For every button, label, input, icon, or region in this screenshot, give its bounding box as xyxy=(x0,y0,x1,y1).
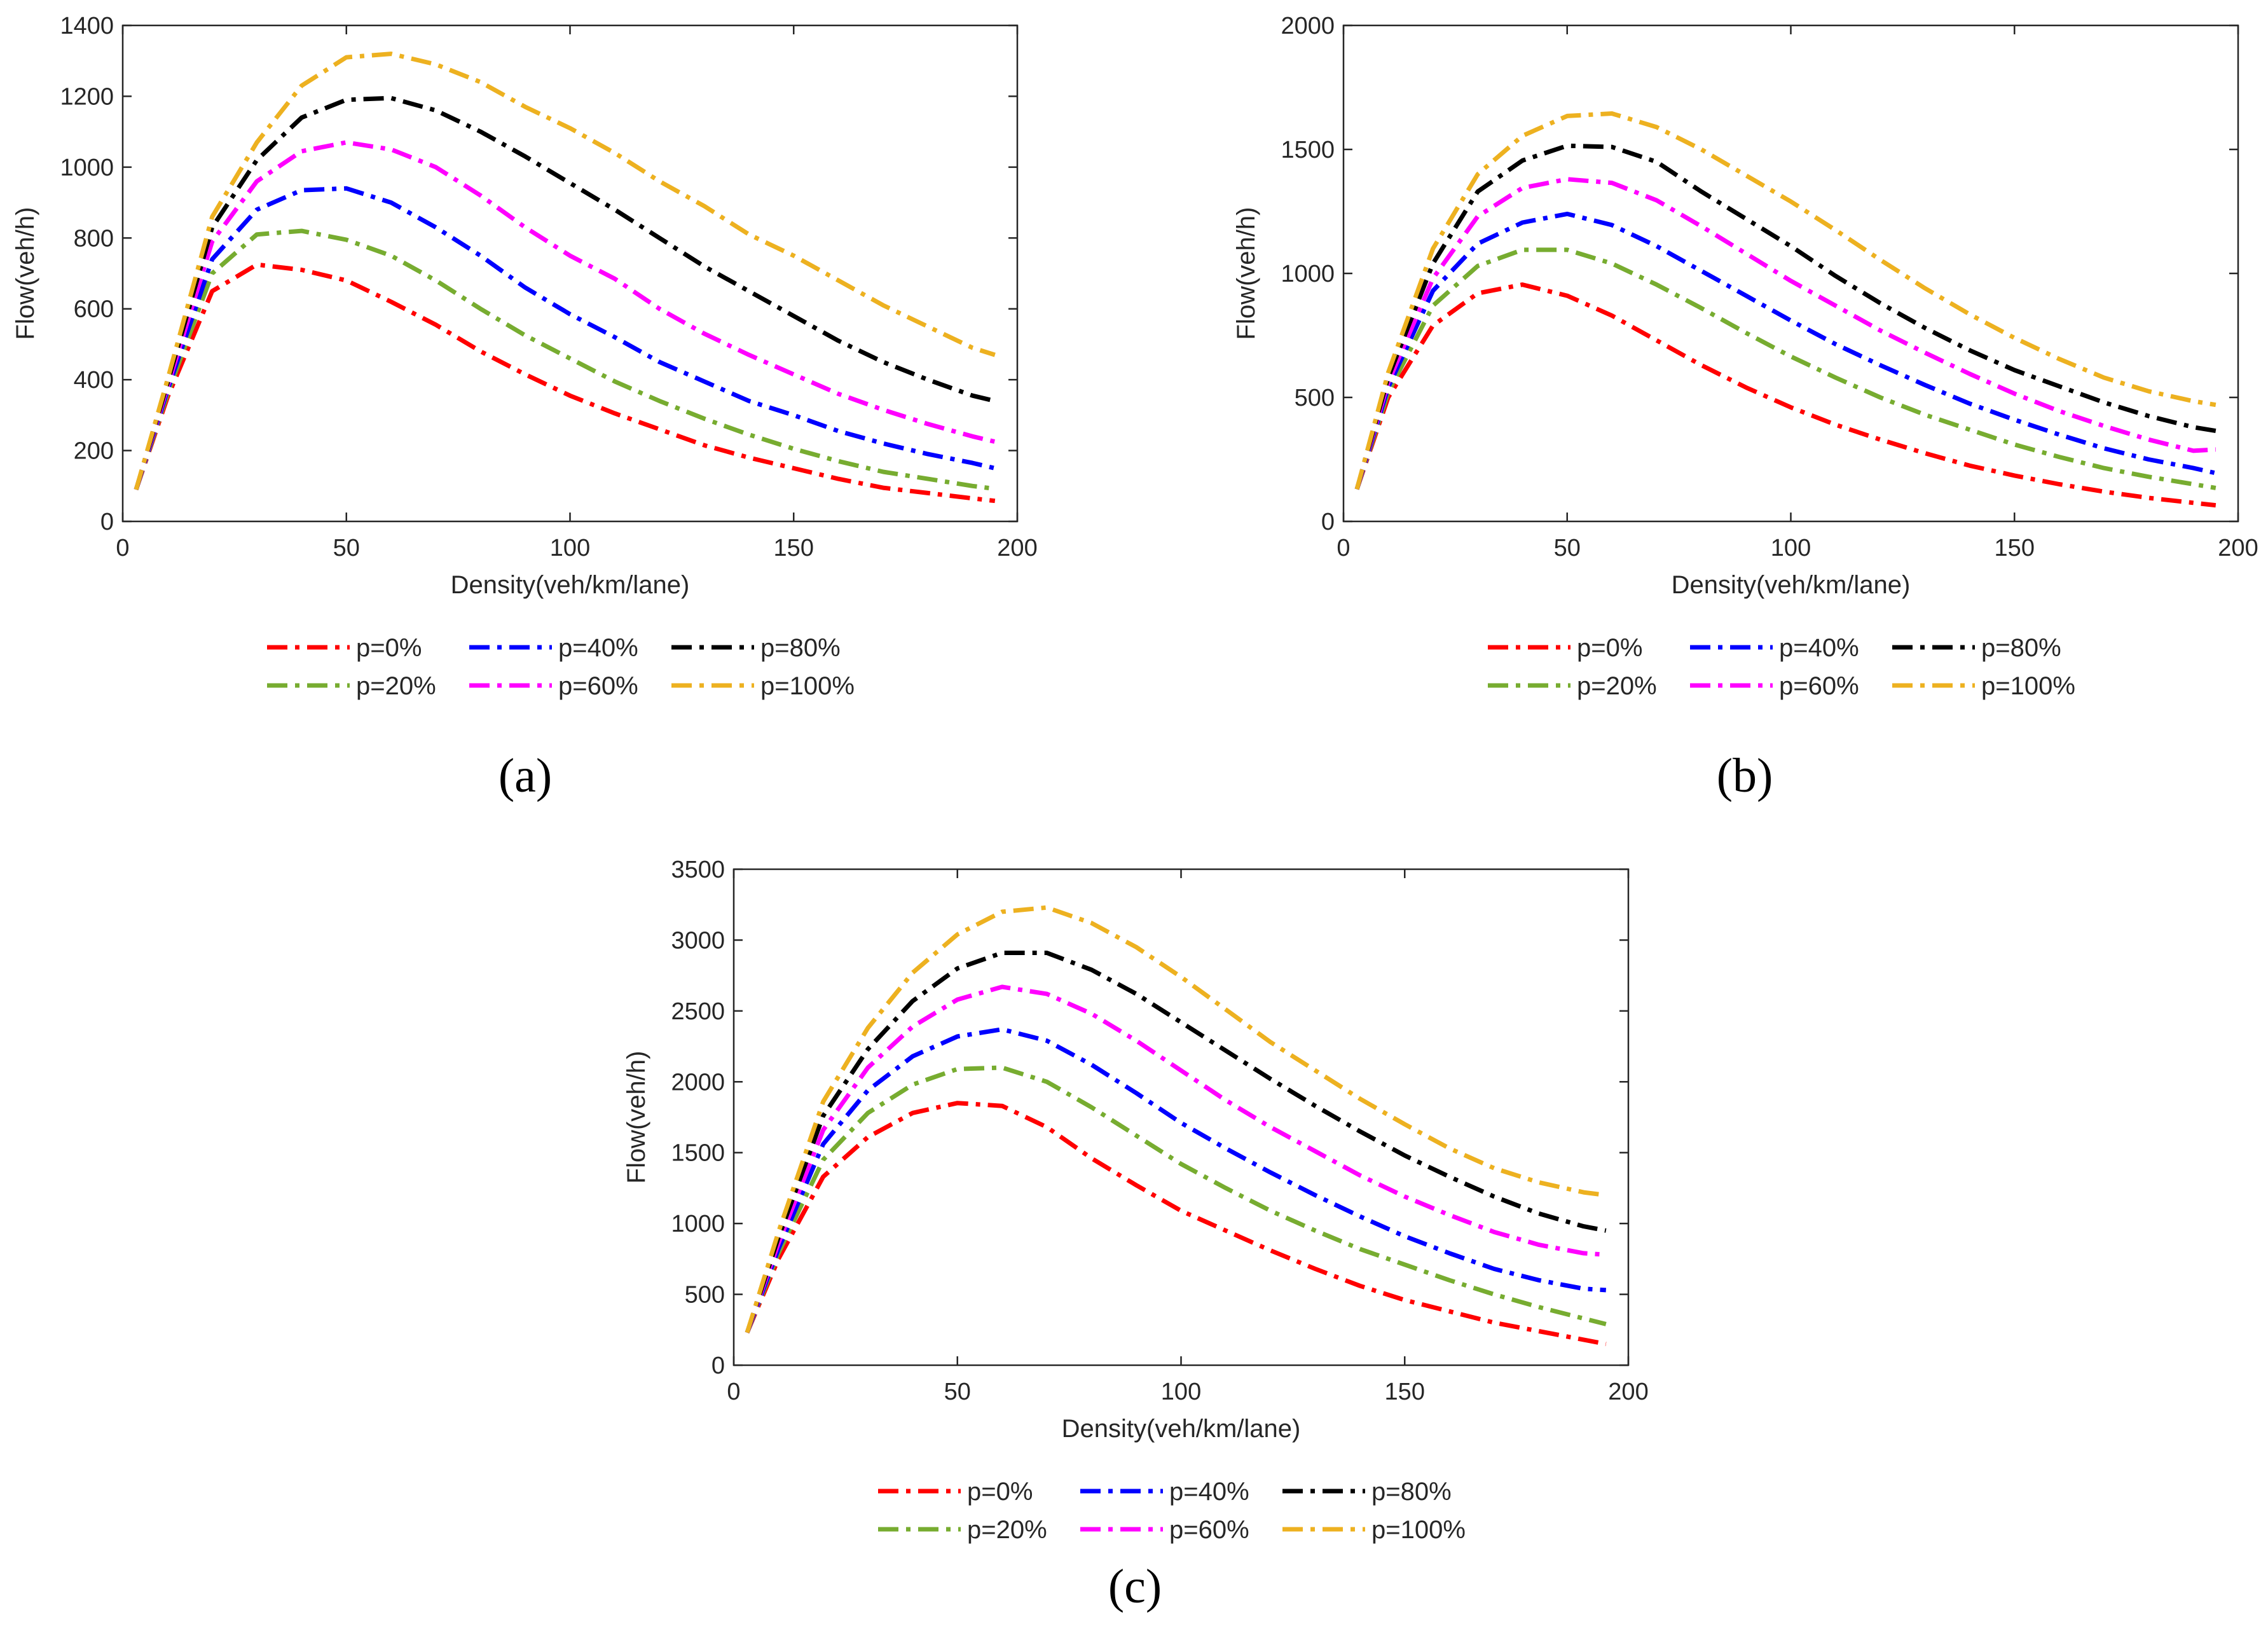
legend-label: p=0% xyxy=(1577,634,1642,662)
y-tick-label: 800 xyxy=(74,225,114,252)
legend-label: p=20% xyxy=(967,1516,1047,1544)
chart-c: 0 50 100 150 2000500100015002000250030003500… xyxy=(622,857,1649,1613)
series-line-p0 xyxy=(134,262,996,504)
y-tick-label: 3500 xyxy=(671,857,725,883)
y-tick-label: 2500 xyxy=(671,998,725,1025)
chart-b: 0 50 100 150 2000500100015002000Density(veh/… xyxy=(1232,13,2258,802)
legend-label: p=80% xyxy=(1981,634,2061,662)
series-line-p80 xyxy=(134,95,996,490)
legend-label: p=40% xyxy=(558,634,638,662)
y-tick-label: 2000 xyxy=(1281,13,1335,39)
x-tick-label: 200 xyxy=(1608,1379,1648,1405)
x-tick-label: 200 xyxy=(2218,535,2258,561)
x-tick-label: 0 xyxy=(116,535,129,561)
legend-label: p=60% xyxy=(558,672,638,700)
y-tick-label: 3000 xyxy=(671,927,725,954)
legend-label: p=100% xyxy=(1981,672,2075,700)
x-tick-label: 50 xyxy=(333,535,360,561)
series-line-p0 xyxy=(745,1101,1607,1347)
plot-area-frame xyxy=(121,24,1019,523)
series-line-p60 xyxy=(1354,177,2216,490)
legend-label: p=40% xyxy=(1779,634,1859,662)
x-tick-label: 200 xyxy=(997,535,1037,561)
series-line-p40 xyxy=(1354,211,2216,490)
legend-label: p=100% xyxy=(1371,1516,1466,1544)
legend-label: p=20% xyxy=(356,672,436,700)
panel-label: (a) xyxy=(498,749,552,802)
x-axis-label: Density(veh/km/lane) xyxy=(1672,571,1911,599)
y-tick-label: 400 xyxy=(74,367,114,394)
y-tick-label: 0 xyxy=(1321,509,1335,535)
y-tick-label: 1500 xyxy=(671,1140,725,1167)
legend-label: p=60% xyxy=(1779,672,1859,700)
legend-label: p=100% xyxy=(760,672,855,700)
y-tick-label: 1400 xyxy=(60,13,114,39)
y-axis-label: Flow(veh/h) xyxy=(11,207,39,340)
y-tick-label: 0 xyxy=(711,1352,725,1379)
legend-label: p=0% xyxy=(356,634,422,662)
y-tick-label: 600 xyxy=(74,296,114,323)
chart-a: 0 50 100 150 200 0 200 400 600 800 1000 1200 1400 Den… xyxy=(11,13,1038,802)
series-line-p40 xyxy=(134,186,996,490)
x-tick-label: 150 xyxy=(1995,535,2035,561)
y-tick-label: 1000 xyxy=(1281,261,1335,287)
series-line-p60 xyxy=(745,984,1607,1333)
x-tick-label: 150 xyxy=(1385,1379,1425,1405)
series-line-p20 xyxy=(134,228,996,492)
legend-label: p=0% xyxy=(967,1478,1033,1506)
y-tick-label: 200 xyxy=(74,438,114,465)
legend-label: p=20% xyxy=(1577,672,1657,700)
x-axis-label: Density(veh/km/lane) xyxy=(1062,1415,1301,1443)
series-line-p100 xyxy=(134,52,996,490)
panel-label: (b) xyxy=(1717,749,1773,802)
x-tick-label: 150 xyxy=(774,535,814,561)
series-line-p40 xyxy=(745,1027,1607,1333)
x-tick-label: 100 xyxy=(1161,1379,1201,1405)
series-line-p80 xyxy=(1354,143,2216,490)
series-line-p0 xyxy=(1354,282,2216,508)
series-line-p100 xyxy=(745,905,1607,1333)
series-line-p100 xyxy=(1354,111,2216,490)
legend-label: p=60% xyxy=(1169,1516,1249,1544)
y-tick-label: 500 xyxy=(685,1282,725,1309)
x-axis-label: Density(veh/km/lane) xyxy=(451,571,690,599)
x-tick-label: 100 xyxy=(1771,535,1811,561)
plot-area-frame xyxy=(732,868,1630,1366)
series-line-p20 xyxy=(745,1065,1607,1333)
x-tick-label: 0 xyxy=(1337,535,1350,561)
legend-label: p=40% xyxy=(1169,1478,1249,1506)
x-tick-label: 0 xyxy=(727,1379,740,1405)
y-tick-label: 0 xyxy=(100,509,114,535)
y-tick-label: 1200 xyxy=(60,83,114,110)
y-tick-label: 2000 xyxy=(671,1069,725,1096)
panel-label: (c) xyxy=(1108,1560,1162,1613)
y-axis-label: Flow(veh/h) xyxy=(1232,207,1260,340)
x-tick-label: 100 xyxy=(550,535,590,561)
y-tick-label: 1000 xyxy=(60,155,114,181)
series-line-p60 xyxy=(134,140,996,490)
legend-label: p=80% xyxy=(1371,1478,1452,1506)
plot-area-frame xyxy=(1342,24,2239,523)
y-tick-label: 1000 xyxy=(671,1211,725,1237)
y-tick-label: 1500 xyxy=(1281,137,1335,163)
x-tick-label: 50 xyxy=(944,1379,971,1405)
x-tick-label: 50 xyxy=(1554,535,1581,561)
y-tick-label: 500 xyxy=(1295,385,1335,411)
legend-label: p=80% xyxy=(760,634,841,662)
series-line-p80 xyxy=(745,951,1607,1333)
y-axis-label: Flow(veh/h) xyxy=(622,1051,650,1184)
